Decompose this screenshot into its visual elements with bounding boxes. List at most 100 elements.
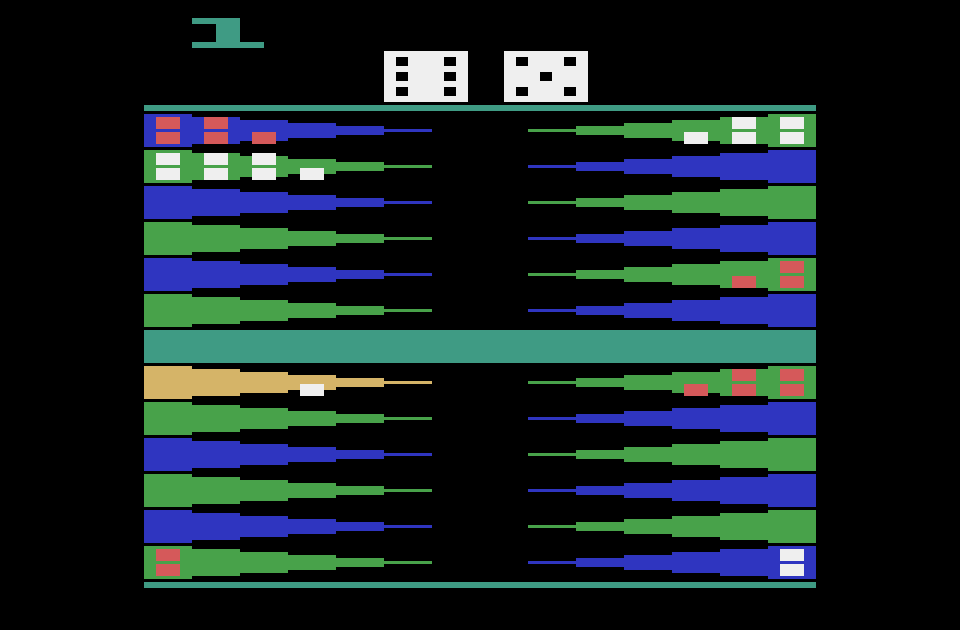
point-top-2-left-segment <box>240 192 288 213</box>
point-top-4-left-segment <box>192 261 240 288</box>
checker <box>780 261 804 273</box>
point-top-0-right-segment <box>576 126 624 135</box>
point-bottom-2-left-segment <box>240 444 288 465</box>
checker <box>156 549 180 561</box>
checker <box>156 564 180 576</box>
point-bottom-2-right-segment <box>624 447 672 462</box>
checker <box>156 117 180 129</box>
die-pip <box>516 87 528 96</box>
checker <box>252 132 276 144</box>
point-bottom-3-right-segment <box>624 483 672 498</box>
player-indicator <box>192 18 264 48</box>
point-bottom-4-left-segment <box>192 513 240 540</box>
point-bottom-0-right-segment <box>576 378 624 387</box>
point-bottom-0-left-segment <box>384 381 432 384</box>
point-top-2-right-segment <box>768 186 816 219</box>
point-top-0-left-segment <box>288 123 336 138</box>
point-top-0-right-segment <box>624 123 672 138</box>
point-bottom-2-left-segment <box>288 447 336 462</box>
point-top-2-left-segment <box>288 195 336 210</box>
point-bottom-4-right-segment <box>672 516 720 537</box>
checker <box>732 369 756 381</box>
point-bottom-4-left-segment <box>240 516 288 537</box>
point-bottom-1-left-segment <box>288 411 336 426</box>
point-top-1-right-segment <box>720 153 768 180</box>
point-bottom-0-right-segment <box>528 381 576 384</box>
point-top-3-left-segment <box>240 228 288 249</box>
point-top-2-right-segment <box>672 192 720 213</box>
point-top-2-left-segment <box>336 198 384 207</box>
checker <box>204 168 228 180</box>
point-bottom-2-right-segment <box>672 444 720 465</box>
point-top-0-left-segment <box>336 126 384 135</box>
checker <box>156 153 180 165</box>
point-top-3-right-segment <box>576 234 624 243</box>
point-bottom-3-right-segment <box>720 477 768 504</box>
checker <box>252 153 276 165</box>
checker <box>684 132 708 144</box>
point-bottom-4-right-segment <box>576 522 624 531</box>
point-top-1-right-segment <box>672 156 720 177</box>
point-bottom-5-right-segment <box>576 558 624 567</box>
point-bottom-5-left-segment <box>192 549 240 576</box>
point-bottom-0-left-segment <box>336 378 384 387</box>
point-top-5-left-segment <box>144 294 192 327</box>
point-bottom-4-right-segment <box>720 513 768 540</box>
point-bottom-3-right-segment <box>672 480 720 501</box>
checker <box>204 117 228 129</box>
point-top-3-right-segment <box>768 222 816 255</box>
point-top-2-right-segment <box>576 198 624 207</box>
point-top-3-left-segment <box>192 225 240 252</box>
point-top-1-right-segment <box>624 159 672 174</box>
die-pip <box>444 87 456 96</box>
point-top-2-left-segment <box>144 186 192 219</box>
point-top-0-left-segment <box>384 129 432 132</box>
point-bottom-0-left-segment <box>240 372 288 393</box>
point-top-3-right-segment <box>720 225 768 252</box>
point-bottom-2-left-segment <box>336 450 384 459</box>
indicator-stem <box>216 18 240 42</box>
checker <box>204 153 228 165</box>
point-bottom-1-left-segment <box>336 414 384 423</box>
point-top-5-right-segment <box>720 297 768 324</box>
checker <box>732 276 756 288</box>
point-bottom-2-left-segment <box>192 441 240 468</box>
point-bottom-5-left-segment <box>384 561 432 564</box>
checker <box>780 132 804 144</box>
die-pip <box>444 72 456 81</box>
point-bottom-4-right-segment <box>768 510 816 543</box>
point-top-2-left-segment <box>384 201 432 204</box>
die-pip <box>516 57 528 66</box>
die-pip <box>396 57 408 66</box>
point-bottom-3-right-segment <box>528 489 576 492</box>
checker <box>780 384 804 396</box>
point-top-2-right-segment <box>624 195 672 210</box>
point-bottom-1-right-segment <box>576 414 624 423</box>
point-top-5-left-segment <box>288 303 336 318</box>
die-pip <box>396 72 408 81</box>
point-bottom-4-left-segment <box>384 525 432 528</box>
checker <box>684 384 708 396</box>
point-bottom-4-right-segment <box>528 525 576 528</box>
point-bottom-2-left-segment <box>144 438 192 471</box>
board-points <box>144 114 816 579</box>
point-bottom-1-left-segment <box>240 408 288 429</box>
point-top-1-right-segment <box>576 162 624 171</box>
point-bottom-0-left-segment <box>144 366 192 399</box>
point-top-5-right-segment <box>624 303 672 318</box>
checker <box>732 132 756 144</box>
point-bottom-5-right-segment <box>528 561 576 564</box>
point-top-3-left-segment <box>144 222 192 255</box>
point-top-3-right-segment <box>528 237 576 240</box>
point-top-5-left-segment <box>336 306 384 315</box>
checker <box>156 132 180 144</box>
die-pip <box>396 87 408 96</box>
point-bottom-3-left-segment <box>384 489 432 492</box>
point-bottom-5-left-segment <box>240 552 288 573</box>
point-bottom-4-left-segment <box>288 519 336 534</box>
point-top-3-left-segment <box>336 234 384 243</box>
point-bottom-3-left-segment <box>336 486 384 495</box>
point-bottom-5-left-segment <box>288 555 336 570</box>
point-bottom-1-left-segment <box>144 402 192 435</box>
